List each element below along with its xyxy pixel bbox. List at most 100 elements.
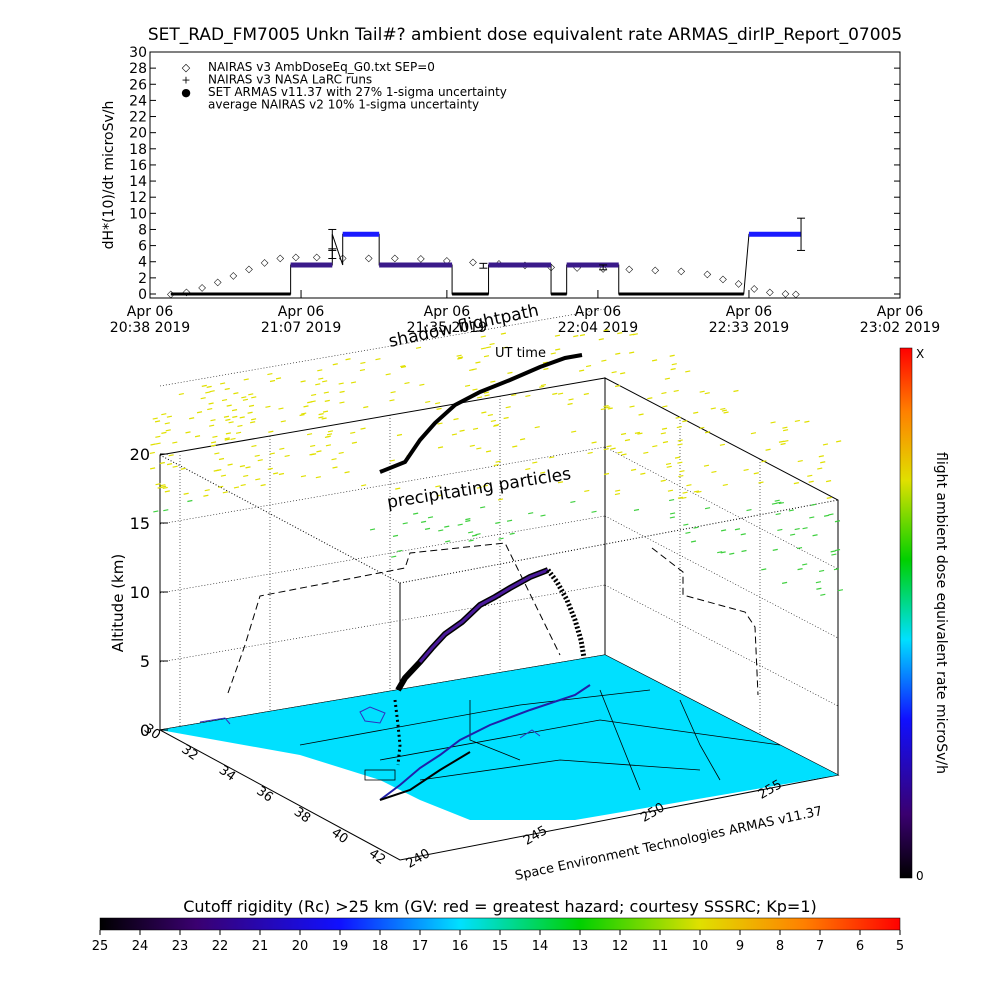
particle-mark (793, 482, 799, 485)
particle-mark (669, 354, 675, 357)
particle-mark (503, 416, 509, 420)
particle-mark (327, 430, 334, 433)
particle-mark (509, 532, 515, 535)
particle-mark (647, 397, 653, 400)
particle-mark (817, 467, 823, 470)
altitude-tick-label: 5 (140, 652, 150, 671)
cutoff-tick-label: 10 (692, 939, 709, 954)
particle-mark (568, 398, 574, 401)
flight-path-ascent-purple (418, 568, 549, 663)
particle-mark (802, 563, 808, 566)
y-tick-label: 22 (129, 110, 147, 126)
gridline (159, 308, 606, 387)
particle-mark (615, 489, 621, 492)
particle-mark (539, 385, 545, 388)
map-land-surface (160, 655, 838, 820)
particle-mark (815, 581, 822, 584)
particle-mark (699, 426, 705, 430)
particle-mark (833, 568, 840, 571)
particle-mark (704, 392, 710, 395)
particle-mark (601, 359, 607, 362)
particle-mark (720, 407, 726, 411)
particle-mark (696, 490, 702, 493)
particle-mark (495, 460, 501, 463)
particle-mark (671, 363, 677, 366)
particle-mark (570, 500, 576, 504)
particle-mark (485, 450, 492, 453)
legend-entry: NAIRAS v3 NASA LaRC runs (208, 73, 372, 87)
particle-mark (444, 525, 450, 528)
particle-mark (404, 381, 410, 385)
particle-mark (161, 413, 167, 416)
cutoff-tick-label: 19 (332, 939, 349, 954)
y-tick-label: 14 (129, 174, 147, 190)
particle-mark (481, 411, 487, 414)
particle-mark (750, 432, 757, 435)
particle-mark (557, 392, 564, 395)
particle-mark (150, 467, 156, 470)
border-line (379, 719, 781, 761)
particle-mark (221, 398, 228, 402)
particle-mark (189, 417, 195, 420)
particle-mark (615, 352, 621, 355)
particle-mark (743, 468, 749, 472)
particle-mark (624, 439, 631, 442)
particle-mark (155, 483, 161, 486)
particle-mark (206, 385, 212, 388)
cutoff-rigidity-colorbar: Cutoff rigidity (Rc) >25 km (GV: red = g… (92, 897, 904, 954)
particle-mark (457, 356, 464, 359)
particle-mark (620, 372, 626, 375)
particle-mark (606, 445, 612, 448)
legend-entry: average NAIRAS v2 10% 1-sigma uncertaint… (208, 98, 479, 112)
nairas-point: ◇ (625, 264, 633, 275)
particle-mark (678, 474, 684, 478)
particle-mark (669, 512, 676, 515)
x-tick-label-time: 20:38 2019 (110, 320, 190, 336)
x-tick-label-date: Apr 06 (278, 304, 325, 320)
particle-mark (300, 475, 307, 478)
nairas-point: ◇ (214, 277, 222, 288)
particle-mark (614, 384, 621, 388)
particle-mark (475, 533, 481, 536)
particle-mark (220, 382, 226, 385)
map-borders (299, 689, 781, 791)
cutoff-tick-label: 13 (572, 939, 589, 954)
legend-entry: SET ARMAS v11.37 with 27% 1-sigma uncert… (208, 85, 507, 99)
border-line (419, 759, 701, 781)
particle-mark (789, 533, 796, 536)
particle-mark (693, 490, 700, 493)
particle-mark (683, 523, 689, 526)
particle-mark (485, 346, 492, 349)
particle-mark (315, 383, 321, 386)
cutoff-rigidity-title: Cutoff rigidity (Rc) >25 km (GV: red = g… (183, 897, 817, 916)
x-tick-label-date: Apr 06 (726, 304, 773, 320)
particle-mark (203, 494, 209, 497)
particle-mark (818, 455, 824, 458)
particle-mark (251, 444, 257, 448)
particle-mark (603, 329, 609, 332)
particle-mark (233, 486, 240, 489)
border-line (299, 689, 651, 746)
particle-mark (836, 440, 842, 443)
particle-mark (480, 347, 487, 350)
particle-mark (326, 433, 333, 436)
particle-mark (472, 427, 479, 430)
particle-mark (617, 332, 623, 335)
particle-mark (637, 432, 643, 435)
particle-mark (322, 410, 329, 413)
particle-mark (490, 419, 496, 423)
particle-mark (242, 398, 249, 401)
particle-mark (299, 413, 305, 417)
dose-rate-colorbar-label: flight ambient dose equivalent rate micr… (933, 452, 949, 774)
particle-mark (257, 459, 263, 462)
particle-mark (185, 431, 191, 434)
particle-mark (397, 549, 403, 553)
particle-mark (686, 484, 692, 487)
particle-mark (765, 448, 771, 451)
particle-mark (720, 551, 726, 554)
particle-mark (629, 333, 635, 336)
cutoff-tick-label: 22 (212, 939, 229, 954)
particle-mark (775, 512, 781, 516)
cutoff-rigidity-ticks: 25 24 23 22 21 20 19 18 17 16 15 14 13 12 11 10 9 8 7 6 5 (92, 930, 904, 954)
